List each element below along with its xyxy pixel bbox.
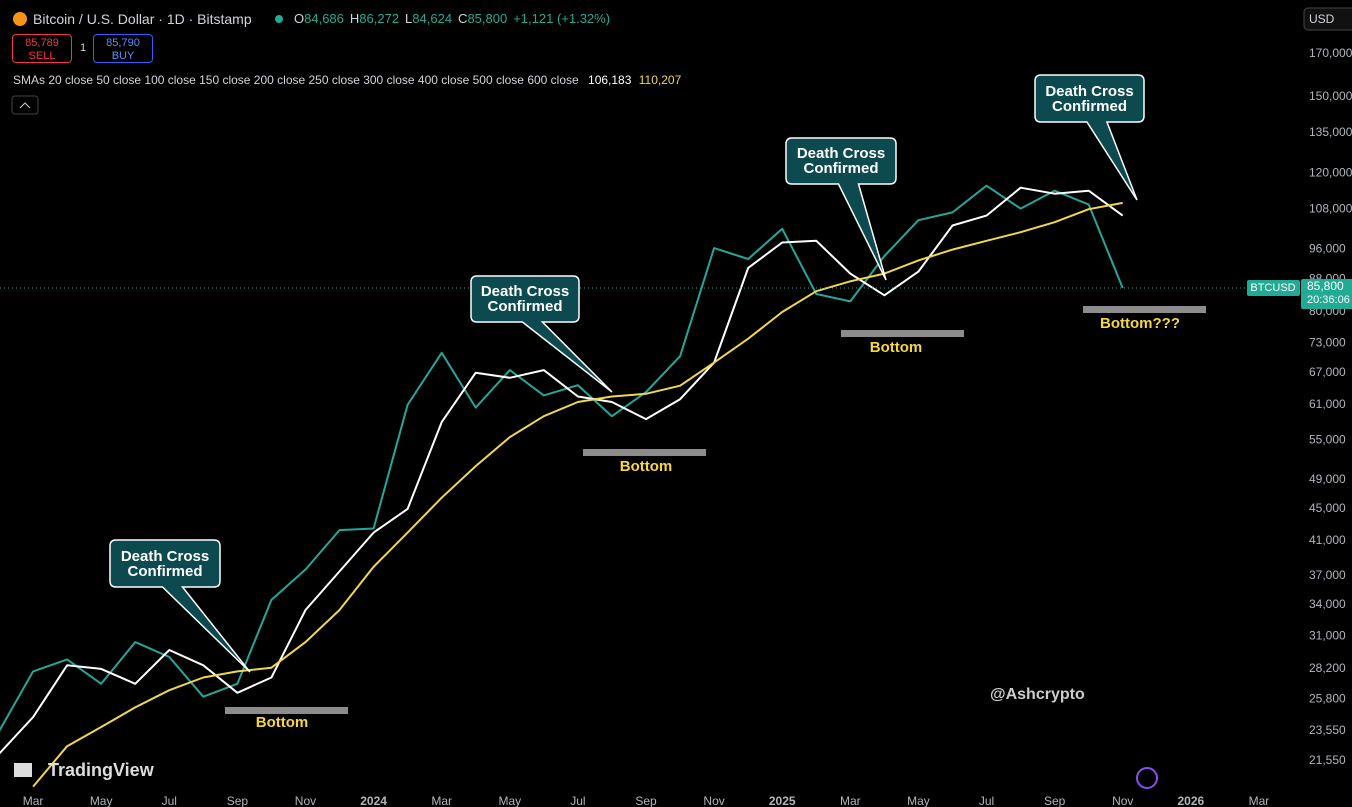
price-line <box>0 184 1124 732</box>
ohlc-value: 86,272 <box>359 11 400 26</box>
y-tick-label: 45,000 <box>1309 501 1346 515</box>
x-tick-label: Mar <box>1249 794 1270 807</box>
callout-text: Death Cross Confirmed <box>796 145 886 177</box>
moving-average <box>0 186 1124 755</box>
bottom-label: Bottom <box>619 458 673 475</box>
ohlc: O84,686 H86,272 L84,624 C85,800 +1,121 (+1.3… <box>294 11 610 26</box>
ohlc-value: 84,624 <box>412 11 453 26</box>
x-tick-label: Jul <box>162 794 177 807</box>
x-tick-label: Nov <box>703 794 724 807</box>
y-tick-label: 120,000 <box>1309 165 1352 179</box>
ohlc-key: C <box>458 11 468 26</box>
logo-icon <box>14 763 32 777</box>
y-tick-label: 34,000 <box>1309 597 1346 611</box>
ohlc-key: L <box>405 11 413 26</box>
y-tick-label: 31,000 <box>1309 629 1346 643</box>
x-tick-label: Sep <box>1044 794 1066 807</box>
x-tick-label: Sep <box>635 794 657 807</box>
x-tick-label: Mar <box>840 794 861 807</box>
y-tick-label: 67,000 <box>1309 365 1346 379</box>
x-tick-label: Nov <box>295 794 316 807</box>
logo-text: TradingView <box>48 760 155 780</box>
x-tick-label: Mar <box>23 794 44 807</box>
bottom-zone <box>583 449 706 456</box>
y-tick-label: 28,200 <box>1309 661 1346 675</box>
y-tick-label: 37,000 <box>1309 568 1346 582</box>
callout-text: Death Cross Confirmed <box>480 283 570 315</box>
ohlc-key: H <box>349 11 360 26</box>
symbol-title: Bitcoin / U.S. Dollar · 1D · Bitstamp <box>33 11 252 27</box>
x-tick-label: Nov <box>1112 794 1133 807</box>
indicator-value: 110,207 <box>638 73 682 87</box>
x-tick-label: 2024 <box>360 794 387 807</box>
currency: USD <box>1309 12 1335 26</box>
buy-label: BUY <box>111 50 135 62</box>
buy-price: 85,790 <box>106 37 140 49</box>
bottom-label: Bottom <box>255 714 309 731</box>
bottom-label: Bottom <box>869 339 923 356</box>
bottom-label: Bottom??? <box>1100 315 1180 332</box>
change: +1,121 (+1.32%) <box>513 11 611 26</box>
moving-average <box>32 201 1123 788</box>
ohlc-value: 84,686 <box>304 11 344 26</box>
y-tick-label: 73,000 <box>1309 335 1346 349</box>
x-tick-label: May <box>907 794 930 807</box>
y-tick-label: 49,000 <box>1309 472 1346 486</box>
x-tick-label: Jul <box>979 794 994 807</box>
assistant-icon[interactable] <box>1136 767 1158 789</box>
x-tick-label: 2026 <box>1177 794 1204 807</box>
price-tag <box>1301 279 1352 310</box>
bottom-zone <box>841 330 964 337</box>
countdown: 20:36:06 <box>1307 294 1350 306</box>
sell-label: SELL <box>28 50 56 62</box>
sell-button[interactable]: 85,789 SELL <box>12 34 72 63</box>
y-tick-label: 21,550 <box>1309 753 1346 767</box>
y-tick-label: 25,800 <box>1309 692 1346 706</box>
currency-button[interactable] <box>1303 7 1352 31</box>
y-tick-label: 96,000 <box>1309 242 1346 256</box>
callout-text: Death Cross Confirmed <box>120 547 210 580</box>
x-tick-label: May <box>498 794 521 807</box>
last-price-label: 85,800 <box>1307 279 1344 293</box>
x-tick-label: Mar <box>431 794 452 807</box>
callout-box <box>109 539 251 673</box>
quantity: 1 <box>80 42 87 54</box>
collapse-button[interactable] <box>11 95 39 115</box>
indicator-name: SMAs 20 close 50 close 100 close 150 clo… <box>13 73 579 87</box>
y-tick-label: 135,000 <box>1309 125 1352 139</box>
watermark: @Ashcrypto <box>990 686 1085 703</box>
x-tick-label: 2025 <box>769 794 796 807</box>
callout-box <box>785 137 897 281</box>
x-tick-label: May <box>90 794 113 807</box>
x-tick-label: Sep <box>227 794 249 807</box>
indicator-legend: SMAs 20 close 50 close 100 close 150 clo… <box>13 73 681 87</box>
y-tick-label: 108,000 <box>1309 201 1352 215</box>
y-tick-label: 55,000 <box>1309 432 1346 446</box>
collapse-icon <box>19 102 31 109</box>
callout-box <box>1034 74 1145 201</box>
sell-price: 85,789 <box>25 37 59 49</box>
y-tick-label: 170,000 <box>1309 46 1352 60</box>
y-tick-label: 23,550 <box>1309 723 1346 737</box>
buy-button[interactable]: 85,790 BUY <box>93 34 153 63</box>
bitcoin-icon <box>13 12 27 26</box>
y-tick-label: 61,000 <box>1309 397 1346 411</box>
x-tick-label: Jul <box>570 794 585 807</box>
symbol-label: BTCUSD <box>1250 282 1295 294</box>
status-dot <box>275 15 283 23</box>
ohlc-value: 85,800 <box>467 11 508 26</box>
callout-text: Death Cross Confirmed <box>1045 82 1134 115</box>
symbol-tag <box>1247 280 1300 297</box>
callout-box <box>470 275 613 393</box>
y-tick-label: 150,000 <box>1309 89 1352 103</box>
ohlc-key: O <box>294 11 305 26</box>
indicator-value: 106,183 <box>588 73 632 87</box>
y-tick-label: 41,000 <box>1309 533 1346 547</box>
bottom-zone <box>225 707 348 714</box>
bottom-zone <box>1083 306 1206 313</box>
